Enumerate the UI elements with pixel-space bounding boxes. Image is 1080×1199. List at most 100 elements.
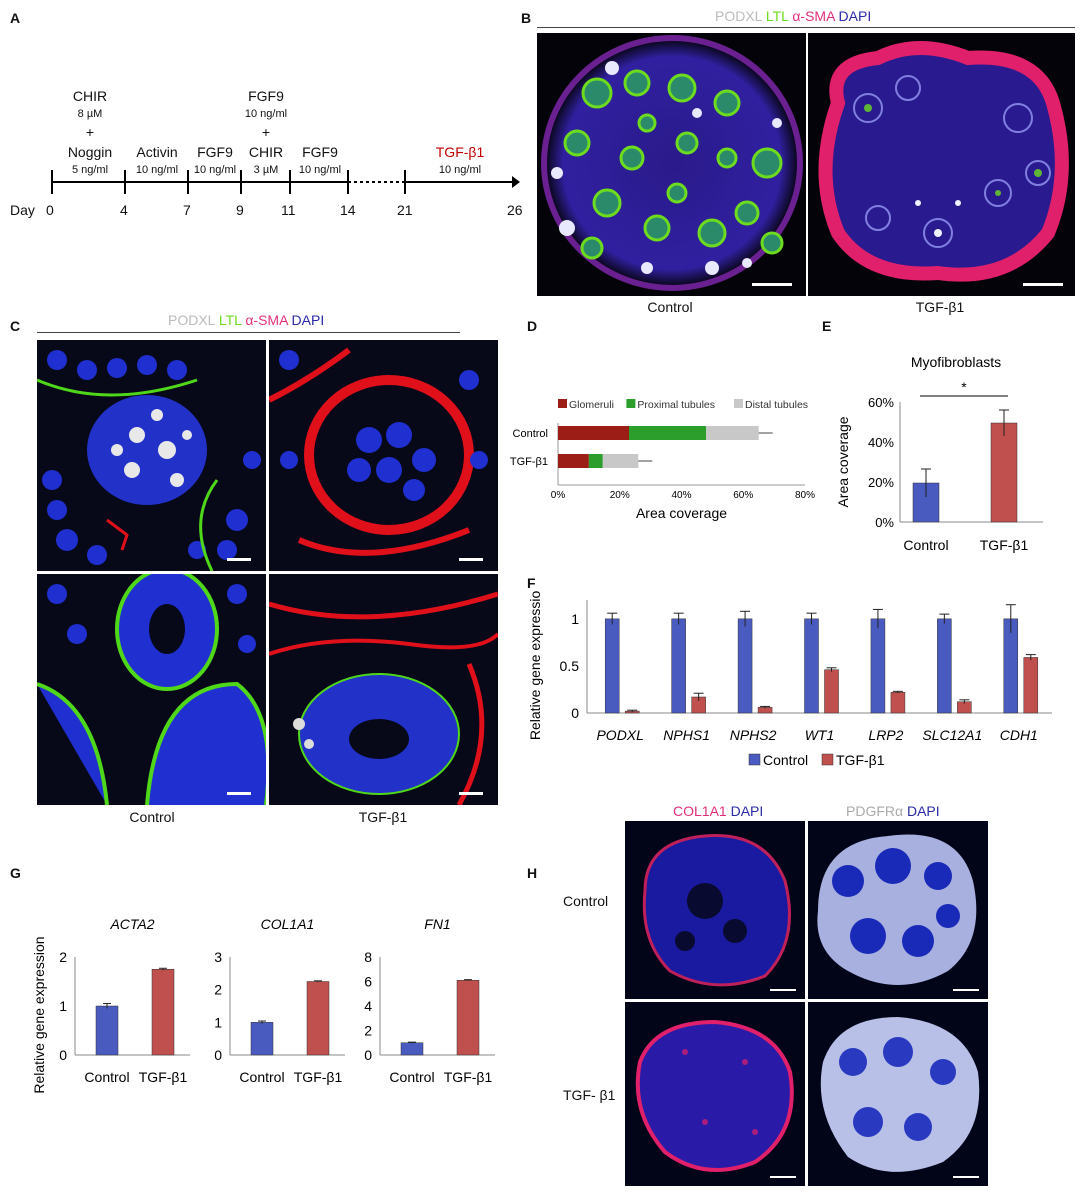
stain-legend-h-left: COL1A1 DAPI [673, 803, 763, 819]
day-tick-14: 14 [340, 202, 356, 218]
y-axis-label: Relative gene expression [31, 936, 47, 1093]
panel-letter-d: D [527, 318, 538, 334]
chart-g-col1a1: COL1A1 0 1 2 3 Control TGF-β1 [214, 916, 345, 1085]
chart-f-gene-expression: 0 0.5 1 Relative gene expression PODXL NPHS1 N… [527, 590, 1052, 768]
y-tick-label: 1 [59, 998, 67, 1014]
label-h-tgf: TGF- β1 [563, 1087, 616, 1103]
panel-letter-a: A [10, 10, 21, 26]
x-tick-label: Control [239, 1069, 284, 1085]
treatment-chir2-name: CHIR [248, 144, 284, 160]
y-tick-label: 1 [214, 1014, 222, 1030]
y-tick-label: 2 [364, 1023, 372, 1039]
legend-underline-b [537, 27, 1075, 28]
bar [937, 618, 952, 714]
y-tick-label: 40% [868, 435, 894, 450]
chart-title: ACTA2 [109, 916, 154, 932]
micrograph-c-control-bottom [37, 574, 266, 805]
y-tick-label: 8 [364, 949, 372, 965]
stain-legend-b: PODXL LTL α-SMA DAPI [715, 8, 871, 24]
day-tick-7: 7 [183, 202, 191, 218]
bar [95, 1005, 119, 1056]
stain-pdgfra: PDGFRα [846, 803, 904, 819]
y-tick-label: 6 [364, 974, 372, 990]
y-tick-label: 0 [214, 1047, 222, 1063]
stain-legend-c: PODXL LTL α-SMA DAPI [168, 312, 324, 328]
x-tick-label: TGF-β1 [980, 537, 1029, 553]
legend-swatch-tgf [821, 753, 834, 766]
bar-segment [588, 454, 603, 468]
y-axis-label: Relative gene expression [527, 590, 543, 740]
stain-dapi: DAPI [291, 312, 325, 328]
bar [804, 618, 819, 714]
day-axis-label: Day [10, 202, 35, 218]
treatment-tgf-name: TGF-β1 [435, 144, 485, 160]
y-tick-label: 2 [214, 982, 222, 998]
x-tick-label: CDH1 [1000, 727, 1038, 743]
micrograph-h-col1a1-tgf [625, 1002, 805, 1186]
x-tick-label: SLC12A1 [922, 727, 982, 743]
label-h-control: Control [563, 893, 609, 909]
y-tick-label: 0% [875, 515, 894, 530]
legend-label: Proximal tubules [637, 399, 715, 411]
x-tick-label: Control [903, 537, 948, 553]
y-tick-label: 3 [214, 949, 222, 965]
panel-letter-g: G [10, 865, 21, 881]
treatment-chir2-dose: 3 µM [253, 164, 279, 176]
legend-label-control: Control [763, 752, 808, 768]
label-c-tgf: TGF-β1 [358, 809, 408, 825]
x-tick-label: 40% [671, 490, 691, 501]
x-tick-label: TGF-β1 [444, 1069, 493, 1085]
x-tick-label: Control [84, 1069, 129, 1085]
x-tick-label: NPHS2 [730, 727, 777, 743]
treatment-activin-dose: 10 ng/ml [135, 164, 179, 176]
bar [737, 618, 753, 714]
label-b-tgf: TGF-β1 [915, 299, 965, 315]
legend-underline-c [37, 332, 460, 333]
stain-col1a1: COL1A1 [673, 803, 727, 819]
x-tick-label: TGF-β1 [139, 1069, 188, 1085]
legend-swatch [734, 399, 743, 408]
treatment-chir-name: CHIR [72, 88, 108, 104]
micrograph-c-control-top [37, 340, 266, 571]
treatment-fgf9chir-dose: 10 ng/ml [244, 108, 288, 120]
y-tick-label: 0 [364, 1047, 372, 1063]
treatment-tgf-dose: 10 ng/ml [438, 164, 482, 176]
stain-podxl: PODXL [168, 312, 215, 328]
chart-d-area-coverage: Glomeruli Proximal tubules Distal tubules C… [510, 399, 815, 521]
legend-label-tgf: TGF-β1 [836, 752, 885, 768]
micrograph-b-control [537, 33, 806, 296]
chart-title: COL1A1 [261, 916, 315, 932]
y-tick-label: 2 [59, 949, 67, 965]
day-tick-21: 21 [397, 202, 413, 218]
x-tick-label: 60% [733, 490, 753, 501]
timeline-diagram [51, 170, 520, 194]
bar [870, 618, 886, 714]
treatment-fgf9b-name: FGF9 [302, 144, 338, 160]
legend-label: Glomeruli [569, 399, 614, 411]
bar [456, 980, 480, 1056]
x-tick-label: NPHS1 [663, 727, 710, 743]
y-tick-label: 4 [364, 998, 372, 1014]
y-tick-label: 0.5 [560, 658, 580, 674]
x-tick-label: 20% [610, 490, 630, 501]
legend-swatch [626, 399, 636, 408]
treatment-plus-2: + [261, 124, 271, 140]
bar-segment [602, 454, 639, 468]
panel-letter-b: B [521, 10, 532, 26]
x-tick-label: 80% [795, 490, 815, 501]
treatment-fgf9-dose: 10 ng/ml [193, 164, 237, 176]
stain-legend-h-right: PDGFRα DAPI [846, 803, 940, 819]
chart-title: Myofibroblasts [911, 354, 1001, 370]
bar [671, 618, 686, 714]
day-tick-11: 11 [281, 202, 296, 218]
day-tick-9: 9 [236, 202, 244, 218]
bar [250, 1022, 274, 1056]
stain-asma: α-SMA [245, 312, 288, 328]
bar [890, 692, 906, 714]
micrograph-c-tgf-top [269, 340, 498, 571]
bar [824, 669, 839, 714]
treatment-plus: + [85, 124, 95, 140]
x-tick-label: 0% [551, 490, 566, 501]
x-tick-label: PODXL [596, 727, 643, 743]
day-tick-4: 4 [120, 202, 128, 218]
